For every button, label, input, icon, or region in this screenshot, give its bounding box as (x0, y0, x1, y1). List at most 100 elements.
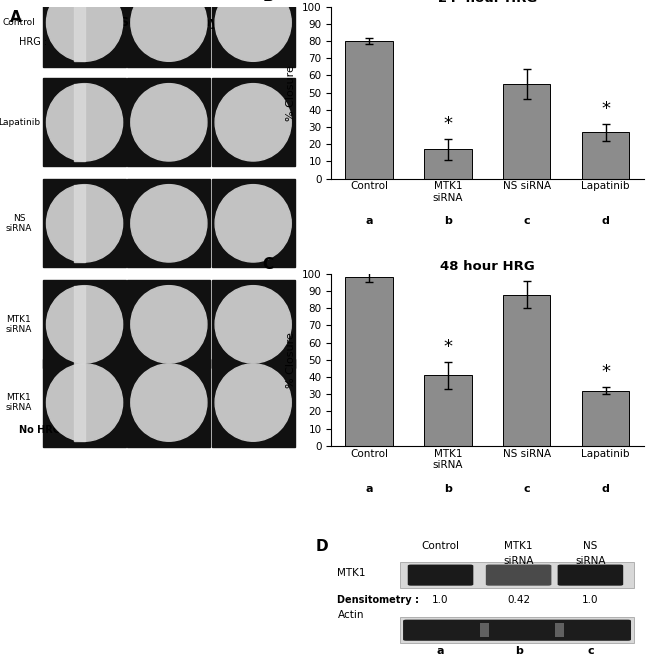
Text: d: d (602, 216, 610, 226)
Text: 24 hours: 24 hours (148, 425, 190, 436)
Bar (212, 180, 294, 267)
Bar (345, 277, 393, 446)
Bar (43, 281, 126, 368)
Bar (212, 358, 294, 447)
Text: B: B (263, 0, 274, 5)
Bar (400, 562, 634, 588)
Ellipse shape (215, 84, 291, 161)
Text: a: a (365, 216, 373, 226)
Bar (582, 132, 629, 179)
Text: C: C (263, 257, 274, 272)
FancyBboxPatch shape (403, 620, 631, 641)
Bar (212, 281, 294, 368)
Ellipse shape (131, 185, 207, 262)
Ellipse shape (131, 84, 207, 161)
Text: b: b (165, 394, 173, 404)
Bar (43, 78, 126, 166)
Text: d: d (602, 483, 610, 493)
Text: NS
siRNA: NS siRNA (6, 213, 32, 233)
Text: 24 hours: 24 hours (148, 37, 190, 47)
Ellipse shape (215, 0, 291, 61)
Text: a: a (81, 394, 88, 404)
Ellipse shape (131, 286, 207, 363)
Text: 48 hours: 48 hours (232, 37, 274, 47)
Text: MTK1: MTK1 (337, 568, 366, 578)
Bar (43, 0, 126, 66)
Bar (212, 0, 294, 66)
Title: 48 hour HRG: 48 hour HRG (440, 260, 535, 273)
Text: Scratch Assay: Scratch Assay (120, 17, 218, 29)
Text: b: b (515, 646, 523, 656)
Text: siRNA: siRNA (503, 557, 534, 567)
Text: b: b (444, 483, 452, 493)
Bar (127, 358, 210, 447)
Text: time 0: time 0 (69, 425, 100, 436)
Bar (554, 623, 564, 637)
Text: c: c (523, 216, 530, 226)
Ellipse shape (215, 364, 291, 442)
FancyBboxPatch shape (558, 565, 623, 586)
Ellipse shape (131, 0, 207, 61)
FancyBboxPatch shape (408, 565, 473, 586)
Bar (127, 281, 210, 368)
Text: MTK1
siRNA: MTK1 siRNA (6, 393, 32, 412)
Ellipse shape (215, 286, 291, 363)
Text: *: * (443, 338, 452, 356)
Bar (74, 185, 85, 262)
Text: 1.0: 1.0 (582, 595, 599, 604)
Y-axis label: % Closure: % Closure (287, 332, 296, 388)
Ellipse shape (47, 84, 123, 161)
Bar (480, 623, 489, 637)
Text: D: D (316, 539, 328, 554)
Text: time 0: time 0 (69, 37, 100, 47)
Bar (345, 41, 393, 179)
Text: Control: Control (422, 541, 460, 551)
Text: a: a (437, 646, 445, 656)
FancyBboxPatch shape (486, 565, 551, 586)
Ellipse shape (47, 0, 123, 61)
Text: MTK1
siRNA: MTK1 siRNA (6, 315, 32, 334)
Bar (582, 391, 629, 446)
Ellipse shape (47, 286, 123, 363)
Text: HRG :: HRG : (19, 37, 47, 47)
Bar (74, 286, 85, 363)
Text: a: a (365, 483, 373, 493)
Text: No HRG :: No HRG : (19, 425, 68, 436)
Bar (127, 0, 210, 66)
Text: Actin: Actin (337, 610, 364, 620)
Ellipse shape (47, 185, 123, 262)
Text: b: b (444, 216, 452, 226)
Text: 0.42: 0.42 (507, 595, 530, 604)
Text: A: A (10, 10, 21, 25)
Text: Control: Control (3, 18, 35, 27)
Ellipse shape (131, 364, 207, 442)
Bar (400, 617, 634, 643)
Bar (424, 375, 472, 446)
Text: *: * (443, 115, 452, 133)
Bar (424, 150, 472, 179)
Ellipse shape (215, 185, 291, 262)
Text: MTK1: MTK1 (504, 541, 533, 551)
Ellipse shape (47, 364, 123, 442)
Bar (43, 358, 126, 447)
Text: c: c (523, 483, 530, 493)
Text: c: c (587, 646, 593, 656)
Text: siRNA: siRNA (575, 557, 606, 567)
Bar (74, 0, 85, 61)
Bar (503, 84, 551, 179)
Bar (212, 78, 294, 166)
Text: Densitometry :: Densitometry : (337, 595, 419, 604)
Text: NS: NS (583, 541, 597, 551)
Bar (503, 295, 551, 446)
Text: *: * (601, 100, 610, 118)
Text: *: * (601, 363, 610, 381)
Bar (127, 78, 210, 166)
Bar (127, 180, 210, 267)
Text: 48 hours: 48 hours (232, 425, 274, 436)
Bar (74, 84, 85, 161)
Text: 1.0: 1.0 (432, 595, 448, 604)
Text: c: c (250, 394, 257, 404)
Text: Lapatinib: Lapatinib (0, 118, 40, 127)
Bar (74, 364, 85, 442)
Title: 24  hour HRG: 24 hour HRG (437, 0, 537, 5)
